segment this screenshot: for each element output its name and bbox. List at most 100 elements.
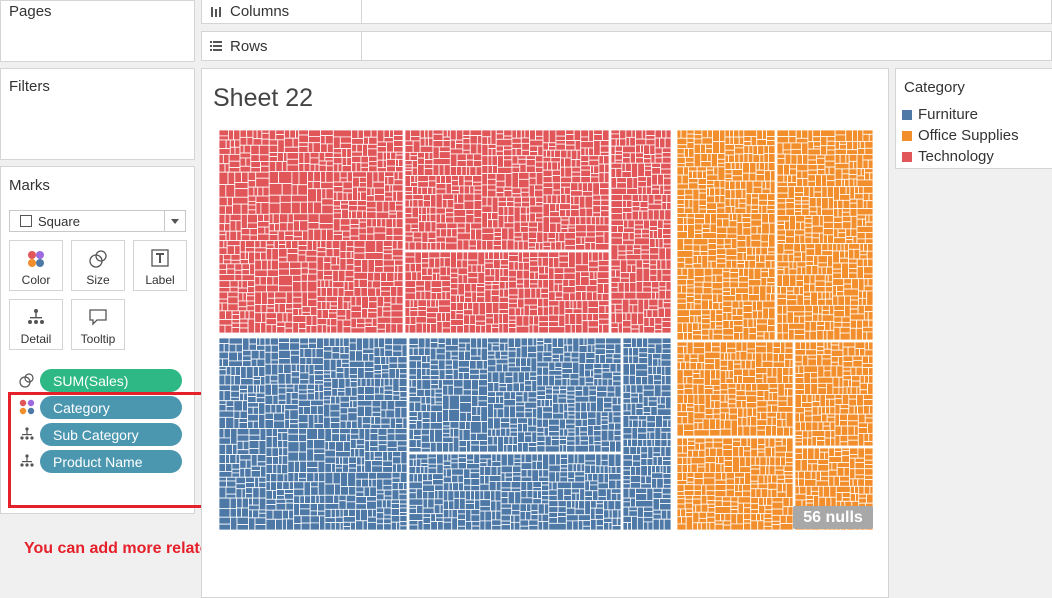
treemap-cell[interactable] (821, 304, 830, 311)
treemap-cell[interactable] (706, 495, 716, 502)
treemap-cell[interactable] (360, 456, 366, 466)
treemap-cell[interactable] (427, 463, 438, 469)
treemap-cell[interactable] (366, 226, 375, 235)
treemap-cell[interactable] (542, 156, 552, 163)
treemap-cell[interactable] (637, 419, 643, 428)
treemap-cell[interactable] (711, 288, 724, 295)
treemap-cell[interactable] (349, 235, 360, 242)
treemap-cell[interactable] (420, 434, 430, 443)
treemap-cell[interactable] (434, 299, 439, 308)
treemap-cell[interactable] (442, 421, 451, 427)
treemap-cell[interactable] (481, 239, 487, 251)
treemap-cell[interactable] (382, 466, 393, 473)
treemap-cell[interactable] (227, 291, 239, 298)
treemap-cell[interactable] (512, 471, 522, 477)
treemap-cell[interactable] (302, 230, 309, 242)
treemap-cell[interactable] (418, 206, 423, 215)
treemap-cell[interactable] (682, 437, 688, 447)
treemap-cell[interactable] (332, 130, 353, 138)
treemap-cell[interactable] (628, 298, 639, 306)
treemap-cell[interactable] (332, 148, 343, 154)
treemap-cell[interactable] (699, 251, 709, 256)
treemap-cell[interactable] (697, 353, 706, 363)
treemap-cell[interactable] (457, 513, 466, 521)
treemap-cell[interactable] (278, 222, 288, 232)
treemap-cell[interactable] (275, 404, 283, 414)
treemap-cell[interactable] (284, 230, 294, 236)
treemap-cell[interactable] (284, 373, 292, 385)
treemap-cell[interactable] (657, 228, 663, 239)
treemap-cell[interactable] (776, 298, 788, 306)
treemap-cell[interactable] (434, 392, 444, 398)
treemap-cell[interactable] (767, 162, 776, 172)
treemap-cell[interactable] (645, 130, 656, 137)
treemap-cell[interactable] (582, 385, 590, 397)
treemap-cell[interactable] (752, 285, 761, 295)
treemap-cell[interactable] (741, 400, 747, 409)
treemap-cell[interactable] (622, 454, 633, 461)
treemap-cell[interactable] (857, 405, 864, 415)
treemap-cell[interactable] (541, 484, 550, 492)
treemap-cell[interactable] (644, 165, 653, 171)
treemap-cell[interactable] (794, 389, 805, 395)
treemap-cell[interactable] (821, 174, 827, 188)
treemap-cell[interactable] (463, 324, 470, 334)
treemap-cell[interactable] (629, 475, 642, 483)
treemap-cell[interactable] (381, 369, 390, 374)
treemap-cell[interactable] (629, 152, 636, 164)
treemap-cell[interactable] (574, 140, 582, 151)
treemap-cell[interactable] (756, 300, 764, 312)
treemap-cell[interactable] (614, 453, 622, 467)
treemap-cell[interactable] (349, 224, 360, 229)
treemap-cell[interactable] (693, 484, 702, 492)
treemap-cell[interactable] (719, 412, 726, 421)
treemap-cell[interactable] (336, 319, 344, 334)
treemap-cell[interactable] (318, 223, 334, 230)
treemap-cell[interactable] (368, 471, 377, 480)
treemap-cell[interactable] (508, 319, 517, 324)
treemap-cell[interactable] (232, 196, 249, 205)
treemap-cell[interactable] (643, 309, 648, 318)
treemap-cell[interactable] (528, 172, 537, 179)
treemap-cell[interactable] (381, 372, 390, 379)
treemap-cell[interactable] (417, 473, 423, 483)
treemap-cell[interactable] (710, 260, 717, 269)
treemap-cell[interactable] (622, 157, 631, 164)
treemap-cell[interactable] (268, 202, 281, 215)
treemap-cell[interactable] (500, 487, 512, 493)
treemap-cell[interactable] (404, 292, 417, 301)
treemap-cell[interactable] (528, 308, 538, 317)
treemap-cell[interactable] (716, 233, 728, 239)
treemap-cell[interactable] (298, 433, 308, 443)
treemap-cell[interactable] (612, 411, 622, 417)
treemap-cell[interactable] (778, 353, 786, 363)
treemap-cell[interactable] (449, 130, 457, 141)
treemap-cell[interactable] (223, 240, 228, 249)
treemap-cell[interactable] (692, 263, 703, 269)
treemap-cell[interactable] (641, 228, 650, 235)
treemap-cell[interactable] (578, 207, 587, 218)
treemap-cell[interactable] (542, 203, 550, 218)
treemap-cell[interactable] (469, 472, 481, 479)
treemap-cell[interactable] (842, 370, 852, 377)
treemap-cell[interactable] (676, 437, 683, 447)
treemap-cell[interactable] (382, 151, 387, 161)
treemap-cell[interactable] (258, 366, 266, 377)
treemap-cell[interactable] (465, 342, 471, 352)
treemap-cell[interactable] (481, 196, 488, 207)
treemap-cell[interactable] (642, 281, 652, 288)
treemap-cell[interactable] (525, 165, 536, 173)
treemap-cell[interactable] (798, 286, 804, 296)
treemap-cell[interactable] (686, 477, 695, 483)
treemap-cell[interactable] (242, 337, 250, 351)
treemap-cell[interactable] (597, 265, 610, 273)
treemap-cell[interactable] (696, 466, 706, 473)
treemap-cell[interactable] (816, 164, 826, 170)
treemap-cell[interactable] (732, 446, 740, 458)
treemap-cell[interactable] (833, 222, 843, 230)
treemap-cell[interactable] (503, 186, 513, 192)
treemap-cell[interactable] (357, 186, 367, 193)
treemap-cell[interactable] (722, 328, 734, 336)
treemap-cell[interactable] (610, 177, 618, 189)
treemap-cell[interactable] (802, 178, 809, 188)
